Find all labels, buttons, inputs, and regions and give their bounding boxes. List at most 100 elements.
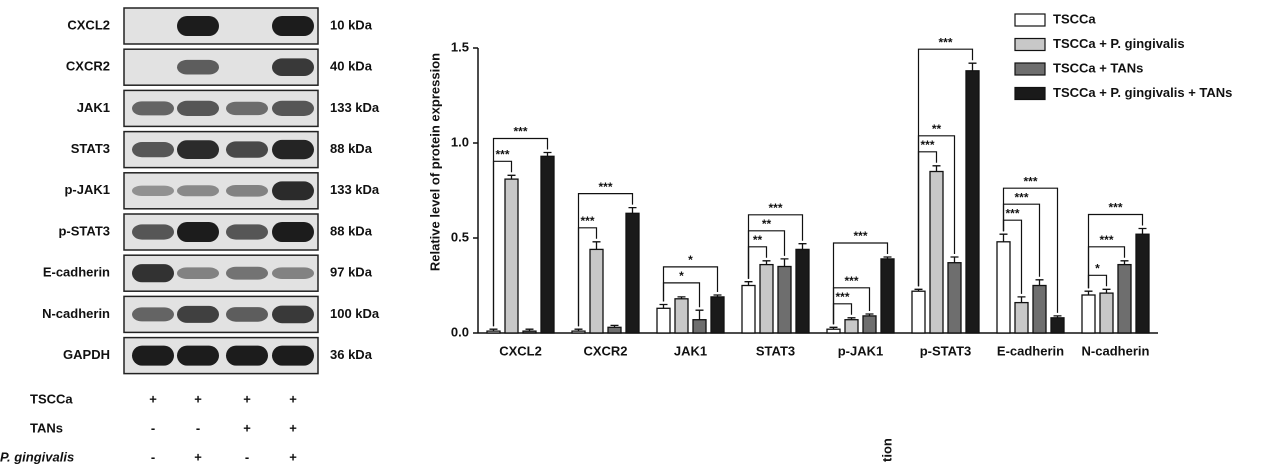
condition-sign: - [151, 420, 155, 435]
bar [930, 172, 943, 334]
band [272, 140, 314, 159]
significance-label: *** [1023, 174, 1037, 188]
bar [657, 308, 670, 333]
size-label: 97 kDa [330, 265, 373, 280]
significance-label: *** [1005, 206, 1019, 220]
x-tick-label: CXCR2 [583, 343, 627, 358]
bar [796, 249, 809, 333]
bar [966, 71, 979, 333]
significance-label: ** [932, 122, 942, 136]
condition-label: TSCCa [30, 391, 73, 406]
band [272, 222, 314, 242]
size-label: 10 kDa [330, 17, 373, 32]
significance-label: *** [938, 35, 952, 49]
bar [1118, 265, 1131, 333]
error-bar [1036, 280, 1044, 286]
size-label: 100 kDa [330, 306, 380, 321]
legend-label: TSCCa + P. gingivalis [1053, 36, 1185, 51]
x-tick-label: STAT3 [756, 343, 795, 358]
condition-sign: - [196, 420, 200, 435]
band [132, 346, 174, 366]
bar [1082, 295, 1095, 333]
significance-label: *** [513, 125, 527, 139]
error-bar [799, 244, 807, 250]
size-label: 88 kDa [330, 141, 373, 156]
bar [675, 299, 688, 333]
row-label: CXCL2 [67, 17, 110, 32]
band [132, 307, 174, 321]
band [177, 306, 219, 323]
y-axis-label: Relative level of protein expression [427, 53, 442, 271]
legend-label: TSCCa [1053, 11, 1096, 26]
error-bar [781, 259, 789, 267]
band [226, 267, 268, 280]
significance-bracket [919, 49, 973, 286]
condition-sign: - [245, 449, 249, 464]
error-bar [933, 166, 941, 172]
significance-label: *** [768, 201, 782, 215]
legend-swatch [1015, 88, 1045, 100]
legend-label: TSCCa + P. gingivalis + TANs [1053, 85, 1232, 100]
significance-label: ** [753, 233, 763, 247]
legend-swatch [1015, 39, 1045, 51]
y-tick-label: 1.5 [451, 39, 469, 54]
row-label: E-cadherin [43, 265, 110, 280]
band [272, 16, 314, 36]
x-tick-label: E-cadherin [997, 343, 1064, 358]
significance-label: * [1095, 261, 1100, 275]
bar [693, 320, 706, 333]
condition-sign: + [289, 391, 297, 406]
bar [1100, 293, 1113, 333]
bar [997, 242, 1010, 333]
significance-label: *** [1014, 190, 1028, 204]
clipped-text: tion [879, 438, 894, 462]
row-label: CXCR2 [66, 59, 110, 74]
condition-sign: + [194, 391, 202, 406]
significance-bracket [1089, 215, 1143, 289]
bar [912, 291, 925, 333]
size-label: 133 kDa [330, 100, 380, 115]
significance-label: ** [762, 217, 772, 231]
band [177, 222, 219, 242]
x-tick-label: p-JAK1 [838, 343, 884, 358]
band [177, 16, 219, 36]
band [132, 224, 174, 239]
band [177, 185, 219, 196]
error-bar [1018, 297, 1026, 303]
row-label: p-STAT3 [58, 223, 110, 238]
significance-label: *** [598, 180, 612, 194]
band [272, 346, 314, 366]
row-label: STAT3 [71, 141, 110, 156]
significance-label: *** [920, 138, 934, 152]
condition-sign: + [243, 391, 251, 406]
significance-label: * [679, 269, 684, 283]
bar [948, 263, 961, 333]
band [177, 101, 219, 116]
band [226, 185, 268, 197]
significance-label: *** [580, 214, 594, 228]
size-label: 40 kDa [330, 59, 373, 74]
bar [1033, 286, 1046, 334]
error-bar [1139, 229, 1147, 235]
significance-label: * [688, 253, 693, 267]
bar [541, 156, 554, 333]
bar [863, 316, 876, 333]
condition-label: TANs [30, 420, 63, 435]
y-tick-label: 0.0 [451, 324, 469, 339]
y-tick-label: 0.5 [451, 229, 469, 244]
significance-label: *** [1099, 233, 1113, 247]
significance-label: *** [835, 290, 849, 304]
error-bar [629, 208, 637, 214]
band [226, 102, 268, 115]
significance-label: *** [844, 274, 858, 288]
band [272, 58, 314, 76]
band [177, 60, 219, 75]
size-label: 88 kDa [330, 223, 373, 238]
bar [845, 320, 858, 333]
condition-sign: + [149, 391, 157, 406]
error-bar [696, 310, 704, 320]
bar [1015, 303, 1028, 333]
bar [590, 249, 603, 333]
x-tick-label: JAK1 [674, 343, 707, 358]
band [177, 140, 219, 159]
